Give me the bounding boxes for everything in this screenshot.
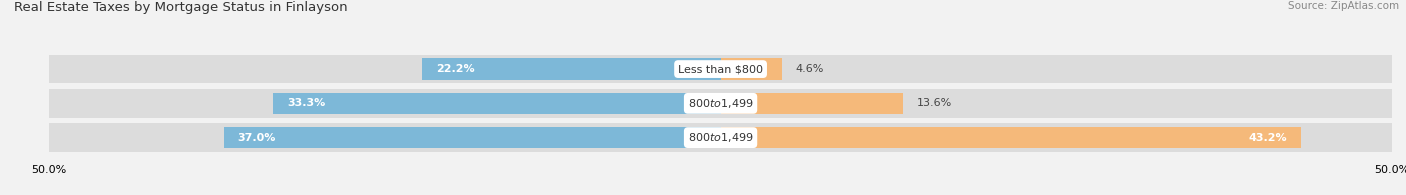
Text: Source: ZipAtlas.com: Source: ZipAtlas.com xyxy=(1288,1,1399,11)
Text: Real Estate Taxes by Mortgage Status in Finlayson: Real Estate Taxes by Mortgage Status in … xyxy=(14,1,347,14)
Text: 37.0%: 37.0% xyxy=(238,133,276,143)
Text: $800 to $1,499: $800 to $1,499 xyxy=(688,97,754,110)
Bar xyxy=(422,58,721,80)
Bar xyxy=(49,55,1392,83)
Text: 22.2%: 22.2% xyxy=(436,64,475,74)
Bar xyxy=(224,127,721,148)
Text: $800 to $1,499: $800 to $1,499 xyxy=(688,131,754,144)
Text: 43.2%: 43.2% xyxy=(1249,133,1288,143)
Bar xyxy=(49,89,1392,118)
Bar xyxy=(721,93,903,114)
Text: 13.6%: 13.6% xyxy=(917,98,952,108)
Bar xyxy=(49,123,1392,152)
Bar xyxy=(273,93,721,114)
Text: Less than $800: Less than $800 xyxy=(678,64,763,74)
Bar xyxy=(721,127,1301,148)
Text: 4.6%: 4.6% xyxy=(796,64,824,74)
Text: 33.3%: 33.3% xyxy=(287,98,325,108)
Bar xyxy=(721,58,782,80)
